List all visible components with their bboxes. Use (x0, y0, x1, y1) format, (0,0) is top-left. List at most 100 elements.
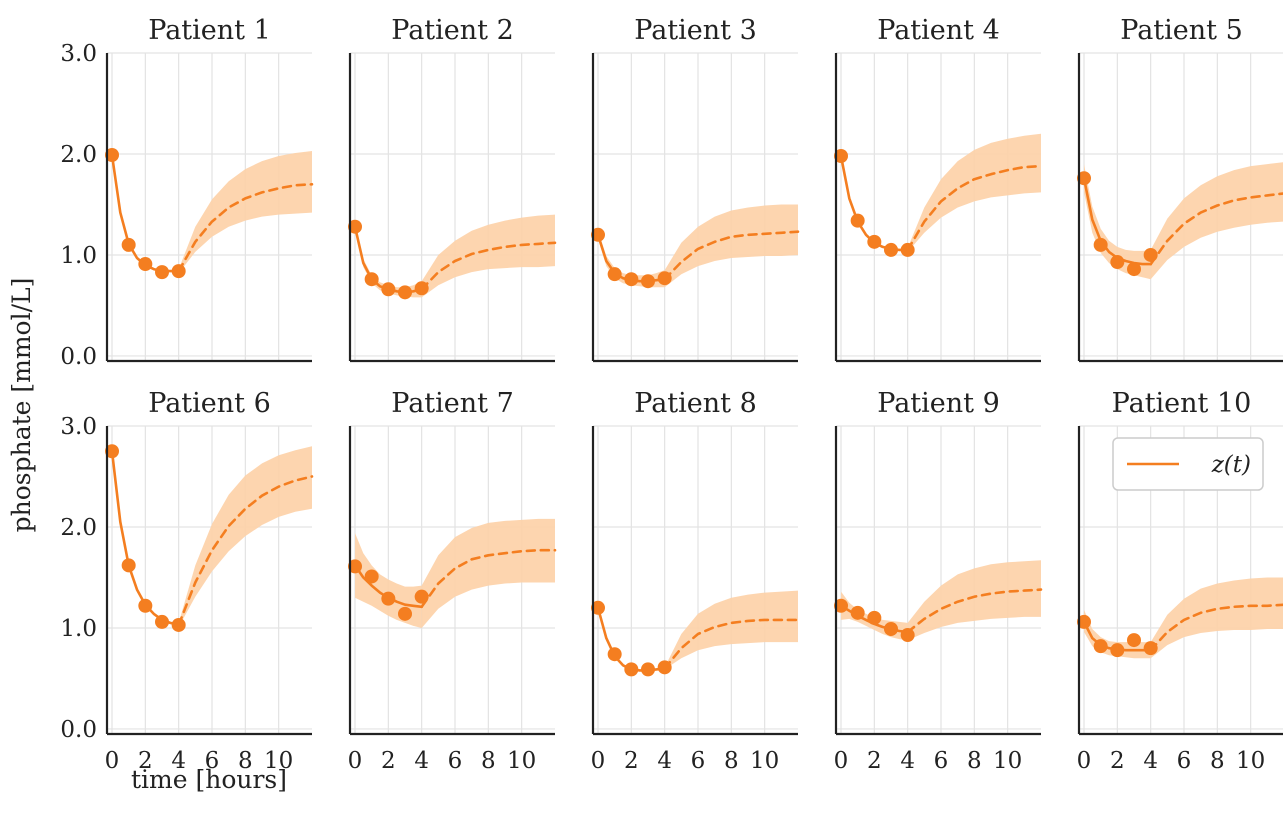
observation-point (884, 621, 898, 636)
panel-10: Patient 10 0 2 4 6 8 10 z(t) (1077, 388, 1283, 774)
y-tick-label: 2.0 (60, 515, 97, 541)
panels: Patient 1 0.0 1.0 2.0 3.0 Patient 2 Patient 3 P… (60, 15, 1283, 774)
observation-point (850, 605, 865, 620)
prediction-band (907, 560, 1041, 641)
observation-point (171, 617, 186, 632)
observation-point (398, 606, 412, 621)
x-tick-label: 6 (934, 748, 949, 774)
observation-point (641, 274, 655, 289)
y-tick-label: 2.0 (60, 142, 97, 168)
observation-point (1093, 237, 1108, 252)
observation-point (138, 598, 153, 613)
observation-point (138, 257, 153, 272)
prediction-line (1149, 192, 1283, 266)
x-tick-label: 0 (348, 748, 363, 774)
y-tick-label: 3.0 (60, 414, 97, 440)
y-tick-label: 0.0 (60, 717, 97, 743)
x-tick-label: 8 (481, 748, 496, 774)
x-tick-label: 2 (138, 748, 153, 774)
observation-point (607, 647, 622, 662)
observation-point (1110, 255, 1125, 270)
observation-point (1143, 247, 1158, 262)
panel-title: Patient 8 (634, 388, 757, 419)
observation-point (867, 610, 882, 625)
panel-2: Patient 2 (348, 15, 557, 363)
observation-point (364, 569, 379, 584)
panel-title: Patient 9 (877, 388, 1000, 419)
observation-point (624, 662, 639, 677)
observation-point (900, 242, 915, 257)
x-tick-label: 10 (507, 748, 536, 774)
x-tick-label: 0 (1077, 748, 1092, 774)
prediction-band (421, 214, 555, 298)
prediction-band (1150, 577, 1283, 659)
panel-5: Patient 5 (1077, 15, 1283, 363)
observation-point (591, 600, 605, 615)
y-tick-label: 3.0 (60, 41, 97, 67)
x-tick-label: 4 (1143, 748, 1158, 774)
x-tick-label: 6 (691, 748, 706, 774)
panel-title: Patient 4 (877, 15, 1000, 46)
observation-point (1143, 641, 1158, 656)
panel-title: Patient 1 (148, 15, 271, 46)
prediction-line (906, 588, 1043, 634)
prediction-band (1150, 162, 1283, 280)
observation-point (155, 265, 169, 280)
panel-3: Patient 3 (591, 15, 800, 363)
panel-8: Patient 8 0 2 4 6 8 10 (591, 388, 800, 774)
x-tick-label: 4 (414, 748, 429, 774)
panel-9: Patient 9 0 2 4 6 8 10 (834, 388, 1043, 774)
observation-point (121, 558, 136, 573)
observation-point (834, 149, 848, 164)
observation-point (834, 598, 848, 613)
x-tick-label: 10 (993, 748, 1022, 774)
x-tick-label: 4 (657, 748, 672, 774)
x-tick-label: 0 (834, 748, 849, 774)
observation-point (641, 662, 655, 677)
prediction-line (177, 475, 314, 627)
panel-4: Patient 4 (834, 15, 1043, 363)
panel-title: Patient 3 (634, 15, 757, 46)
observation-point (414, 589, 429, 604)
prediction-band (421, 518, 555, 628)
observation-point (624, 272, 639, 287)
panel-title: Patient 2 (391, 15, 514, 46)
observation-point (1127, 262, 1141, 277)
observation-point (1093, 639, 1108, 654)
x-tick-label: 6 (205, 748, 220, 774)
panel-title: Patient 6 (148, 388, 271, 419)
prediction-line (663, 618, 800, 670)
y-axis-label: phosphate [mmol/L] (7, 278, 36, 533)
legend: z(t) (1112, 437, 1264, 491)
x-tick-label: 2 (624, 748, 639, 774)
observation-point (171, 264, 186, 279)
legend-label: z(t) (1211, 452, 1251, 478)
x-tick-label: 8 (724, 748, 739, 774)
y-tick-label: 1.0 (60, 616, 97, 642)
x-tick-label: 0 (105, 748, 120, 774)
observation-point (414, 281, 429, 296)
panel-6: Patient 6 0.0 1.0 2.0 3.0 0 2 4 6 8 10 (60, 388, 314, 774)
x-tick-label: 2 (1110, 748, 1125, 774)
observation-point (1077, 614, 1091, 629)
legend-box (1112, 437, 1264, 491)
observation-point (867, 234, 882, 249)
prediction-band (664, 590, 798, 670)
observation-point (1110, 643, 1125, 658)
observation-point (155, 614, 169, 629)
observation-point (121, 237, 136, 252)
x-tick-label: 4 (900, 748, 915, 774)
y-tick-label: 1.0 (60, 243, 97, 269)
prediction-line (663, 230, 800, 281)
x-tick-label: 8 (967, 748, 982, 774)
observation-point (348, 559, 362, 574)
x-tick-label: 0 (591, 748, 606, 774)
prediction-band (178, 151, 312, 274)
prediction-band (664, 204, 798, 288)
prediction-line (1149, 603, 1283, 652)
observation-point (105, 147, 119, 162)
prediction-band (178, 446, 312, 627)
prediction-band (907, 133, 1041, 252)
prediction-line (906, 164, 1043, 252)
panel-title: Patient 10 (1112, 388, 1252, 419)
